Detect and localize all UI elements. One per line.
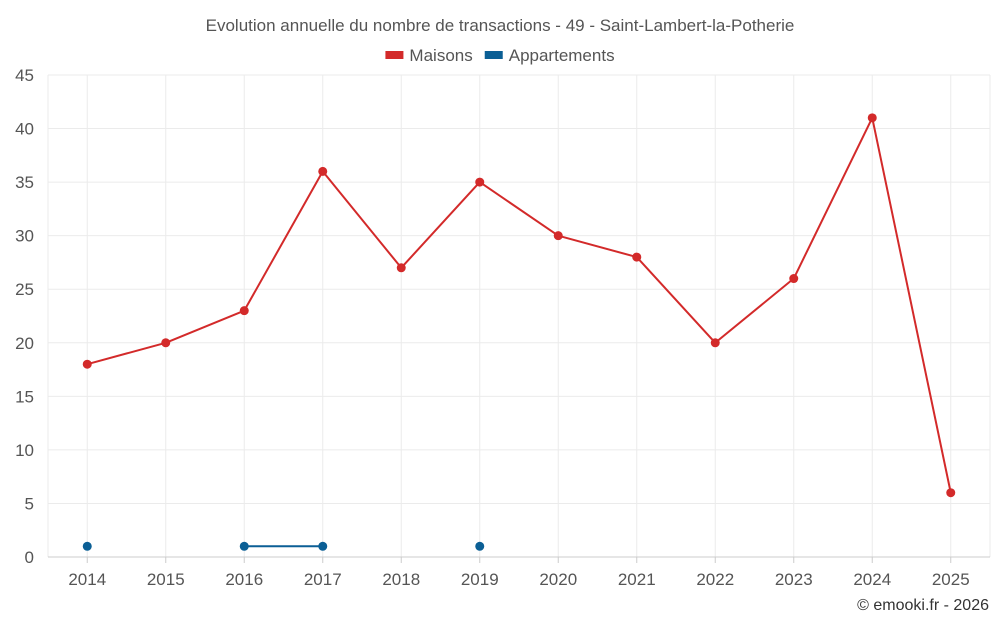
data-point-appartements[interactable] xyxy=(239,541,249,551)
x-tick-label: 2020 xyxy=(539,570,577,589)
y-tick-label: 25 xyxy=(15,280,34,299)
legend: Maisons Appartements xyxy=(385,46,615,65)
x-tick-label: 2014 xyxy=(68,570,106,589)
data-point-maisons[interactable] xyxy=(82,359,92,369)
legend-swatch-maisons xyxy=(385,51,404,59)
x-tick-label: 2023 xyxy=(775,570,813,589)
y-tick-label: 20 xyxy=(15,334,34,353)
x-tick-label: 2025 xyxy=(932,570,970,589)
y-tick-labels: 0 5 10 15 20 25 30 35 40 45 xyxy=(15,66,34,567)
data-point-maisons[interactable] xyxy=(867,113,877,123)
x-tick-label: 2017 xyxy=(304,570,342,589)
x-tick-label: 2024 xyxy=(853,570,891,589)
data-point-maisons[interactable] xyxy=(475,177,485,187)
x-tick-label: 2022 xyxy=(696,570,734,589)
data-point-maisons[interactable] xyxy=(632,252,642,262)
x-tick-label: 2016 xyxy=(225,570,263,589)
x-tick-labels: 2014 2015 2016 2017 2018 2019 2020 2021 2022 2023… xyxy=(68,570,969,589)
series-line-maisons xyxy=(86,116,952,493)
series-appartements xyxy=(82,541,485,551)
x-tick-label: 2021 xyxy=(618,570,656,589)
chart-title: Evolution annuelle du nombre de transact… xyxy=(206,16,795,35)
legend-item-maisons[interactable]: Maisons xyxy=(385,46,473,65)
data-point-maisons[interactable] xyxy=(946,488,956,498)
y-tick-label: 30 xyxy=(15,227,34,246)
data-point-appartements[interactable] xyxy=(318,541,328,551)
x-gridlines xyxy=(47,75,991,563)
series-maisons xyxy=(82,113,956,498)
legend-label-appartements: Appartements xyxy=(509,46,615,65)
data-point-appartements[interactable] xyxy=(475,541,485,551)
data-point-maisons[interactable] xyxy=(161,338,171,348)
x-tick-label: 2018 xyxy=(382,570,420,589)
y-tick-label: 5 xyxy=(25,494,34,513)
data-point-maisons[interactable] xyxy=(318,166,328,176)
series-group xyxy=(82,113,956,551)
legend-item-appartements[interactable]: Appartements xyxy=(484,46,615,65)
data-point-maisons[interactable] xyxy=(396,263,406,273)
y-tick-label: 0 xyxy=(25,548,34,567)
y-tick-label: 35 xyxy=(15,173,34,192)
y-tick-label: 45 xyxy=(15,66,34,85)
legend-label-maisons: Maisons xyxy=(409,46,472,65)
data-point-maisons[interactable] xyxy=(239,306,249,316)
data-point-maisons[interactable] xyxy=(789,274,799,284)
y-tick-label: 15 xyxy=(15,387,34,406)
credit-text: © emooki.fr - 2026 xyxy=(857,597,989,614)
data-point-appartements[interactable] xyxy=(82,541,92,551)
data-point-maisons[interactable] xyxy=(710,338,720,348)
y-tick-label: 10 xyxy=(15,441,34,460)
x-tick-label: 2019 xyxy=(461,570,499,589)
x-tick-label: 2015 xyxy=(147,570,185,589)
y-gridlines xyxy=(48,74,990,504)
data-point-maisons[interactable] xyxy=(553,231,563,241)
legend-swatch-appartements xyxy=(484,51,503,59)
y-tick-label: 40 xyxy=(15,120,34,139)
